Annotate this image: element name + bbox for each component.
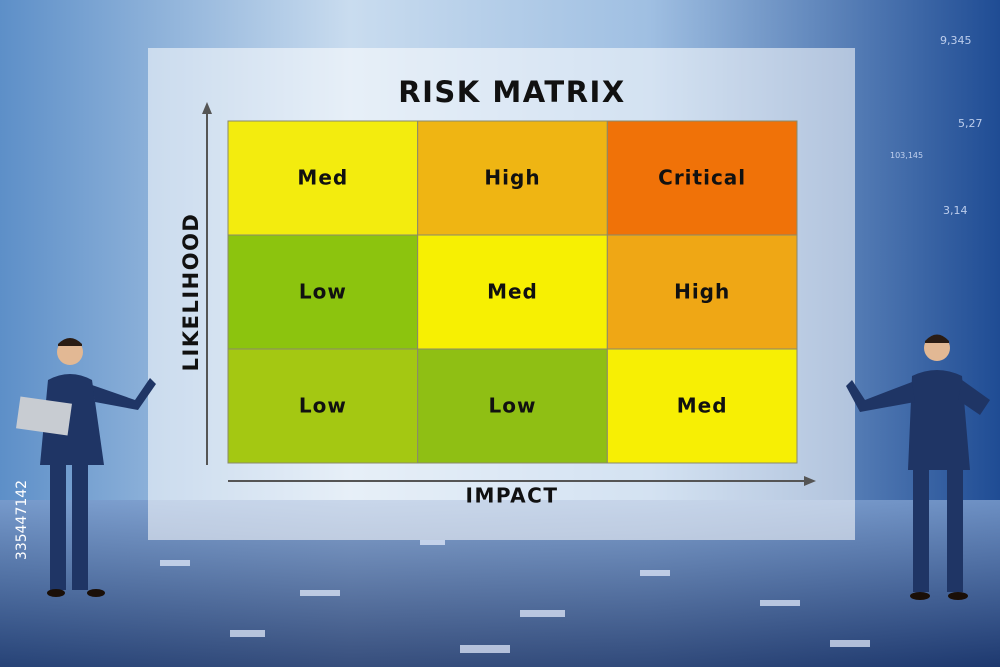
matrix-cell	[417, 120, 608, 236]
bg-number: 3,14	[943, 204, 968, 217]
x-arrow-head	[804, 476, 816, 486]
x-axis-label: IMPACT	[466, 484, 559, 508]
bg-number: 5,27	[958, 117, 983, 130]
cell-label: Med	[677, 394, 728, 418]
matrix-cell	[227, 120, 419, 236]
cell-label: Med	[297, 166, 348, 190]
bg-number: 9,345	[940, 34, 972, 47]
title: RISK MATRIX	[398, 75, 625, 109]
y-arrow-head	[202, 102, 212, 114]
matrix-cell	[227, 234, 419, 350]
y-axis-label: LIKELIHOOD	[179, 213, 203, 372]
matrix-cell	[606, 120, 798, 236]
cell-label: Low	[489, 394, 537, 418]
matrix-cell	[606, 348, 798, 464]
matrix-cell	[227, 348, 419, 464]
risk-matrix: Med High Critical Low Med High Low Low Med	[227, 120, 798, 464]
cell-label: Med	[487, 280, 538, 304]
cell-label: Critical	[658, 166, 746, 190]
cell-label: Low	[299, 280, 347, 304]
stock-id: 335447142	[14, 480, 30, 560]
person-left	[16, 338, 156, 597]
bg-number: 103,145	[890, 151, 923, 160]
cell-label: Low	[299, 394, 347, 418]
background-numbers: 9,345 5,27 103,145 3,14	[890, 34, 983, 217]
cell-label: High	[674, 280, 730, 304]
matrix-cell	[417, 234, 608, 350]
cell-label: High	[484, 166, 540, 190]
person-right	[846, 334, 990, 600]
floor-tiles	[160, 540, 870, 653]
matrix-cell	[417, 348, 608, 464]
